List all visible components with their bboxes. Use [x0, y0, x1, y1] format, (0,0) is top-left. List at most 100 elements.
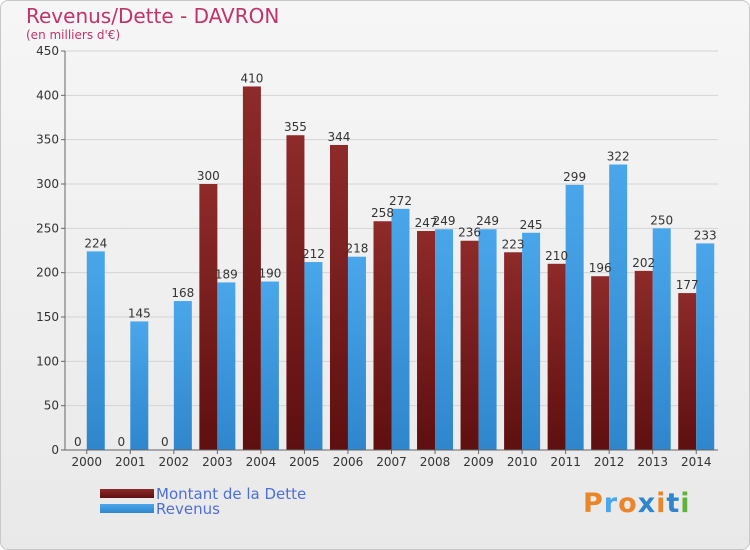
logo-letter: i [656, 488, 667, 519]
bar-dette [460, 240, 479, 450]
x-tick-label: 2010 [507, 455, 538, 469]
y-tick-label: 200 [36, 266, 59, 280]
x-tick-label: 2014 [681, 455, 712, 469]
bar-dette [547, 263, 566, 450]
x-tick-label: 2007 [376, 455, 407, 469]
data-label-dette: 344 [328, 130, 351, 144]
bar-revenus [173, 301, 192, 450]
chart-title: Revenus/Dette - DAVRON [26, 4, 280, 28]
bar-dette [591, 276, 610, 450]
x-tick-label: 2000 [71, 455, 102, 469]
chart-subtitle: (en milliers d'€) [26, 28, 121, 42]
data-label-revenus: 212 [302, 247, 325, 261]
bar-dette [417, 230, 436, 450]
data-label-dette: 410 [240, 71, 263, 85]
data-label-dette: 247 [415, 216, 438, 230]
data-label-dette: 355 [284, 120, 307, 134]
logo-letter: P [583, 488, 604, 519]
x-tick-label: 2004 [246, 455, 277, 469]
bar-revenus [260, 281, 279, 450]
y-tick-label: 250 [36, 221, 59, 235]
y-tick-label: 0 [51, 443, 59, 457]
bar-revenus [217, 282, 236, 450]
data-label-revenus: 168 [171, 286, 194, 300]
axes: 0 50 100 150 200 250 300 350 400 450 2000 2001 2002 2… [36, 44, 718, 469]
bar-dette [329, 144, 348, 450]
x-tick-label: 2005 [289, 455, 320, 469]
data-label-dette: 258 [371, 206, 394, 220]
data-label-dette: 300 [197, 169, 220, 183]
logo-letter: x [637, 488, 657, 519]
bar-dette [286, 135, 305, 450]
data-label-revenus: 245 [520, 218, 543, 232]
y-tick-label: 450 [36, 44, 59, 58]
bar-dette [373, 221, 392, 450]
data-label-dette: 223 [502, 237, 525, 251]
bar-dette [504, 252, 523, 450]
y-tick-label: 50 [44, 399, 59, 413]
logo-letter: t [666, 488, 681, 519]
bar-revenus [652, 228, 671, 450]
bar-revenus [478, 229, 497, 450]
data-label-revenus: 249 [476, 214, 499, 228]
bar-revenus [304, 262, 323, 450]
legend-label-revenus: Revenus [156, 500, 220, 518]
bar-revenus [609, 164, 628, 450]
y-tick-label: 100 [36, 354, 59, 368]
y-tick-label: 150 [36, 310, 59, 324]
x-tick-label: 2006 [333, 455, 364, 469]
bar-revenus [130, 321, 149, 450]
data-label-revenus: 145 [128, 306, 151, 320]
data-label-revenus: 224 [84, 236, 107, 250]
logo-letter: o [618, 488, 638, 519]
legend-label-dette: Montant de la Dette [156, 485, 307, 503]
x-tick-label: 2002 [159, 455, 190, 469]
y-tick-label: 300 [36, 177, 59, 191]
data-label-revenus: 250 [650, 213, 673, 227]
data-label-revenus: 322 [607, 149, 630, 163]
bar-revenus [522, 232, 541, 450]
bar-revenus [391, 208, 410, 450]
legend-swatch-dette [100, 489, 154, 498]
x-tick-label: 2009 [463, 455, 494, 469]
x-tick-label: 2013 [637, 455, 668, 469]
data-label-dette: 177 [676, 278, 699, 292]
data-label-revenus: 189 [215, 267, 238, 281]
data-label-revenus: 299 [563, 170, 586, 184]
data-label-dette: 196 [589, 261, 612, 275]
x-tick-label: 2008 [420, 455, 451, 469]
bars [86, 86, 715, 451]
data-label-revenus: 190 [258, 267, 281, 281]
bar-dette [678, 293, 697, 450]
x-tick-label: 2011 [550, 455, 581, 469]
x-tick-label: 2003 [202, 455, 233, 469]
proxiti-logo: Proxiti [583, 488, 691, 519]
logo-letter: i [680, 488, 691, 519]
data-labels: 0224014501683001894101903552123442182582… [74, 71, 717, 449]
bar-revenus [696, 243, 715, 450]
logo-letter: r [603, 488, 619, 519]
data-label-dette: 0 [117, 435, 125, 449]
x-tick-label: 2012 [594, 455, 625, 469]
x-tick-label: 2001 [115, 455, 146, 469]
data-label-dette: 236 [458, 226, 481, 240]
data-label-revenus: 233 [694, 228, 717, 242]
data-label-revenus: 249 [433, 214, 456, 228]
legend-swatch-revenus [100, 504, 154, 513]
data-label-dette: 0 [161, 435, 169, 449]
y-tick-label: 400 [36, 88, 59, 102]
bar-revenus [347, 256, 366, 450]
bar-revenus [86, 251, 105, 450]
data-label-dette: 210 [545, 249, 568, 263]
data-label-revenus: 272 [389, 194, 412, 208]
data-label-dette: 0 [74, 435, 82, 449]
data-label-dette: 202 [632, 256, 655, 270]
bar-revenus [435, 229, 454, 450]
bar-dette [199, 184, 218, 450]
y-tick-label: 350 [36, 133, 59, 147]
bar-dette [242, 86, 261, 450]
bar-revenus [565, 184, 584, 451]
bar-dette [634, 270, 653, 450]
data-label-revenus: 218 [346, 242, 369, 256]
